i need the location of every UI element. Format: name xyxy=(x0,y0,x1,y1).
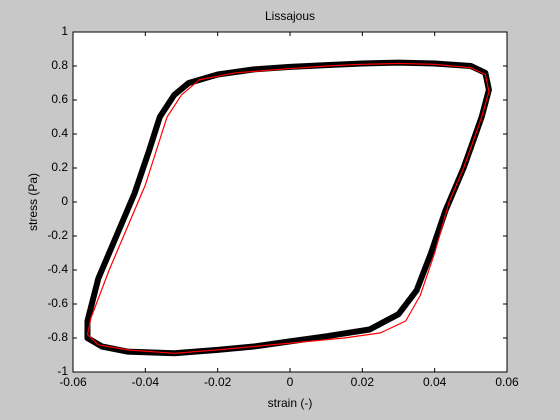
y-tick-label: 0.2 xyxy=(51,160,68,174)
y-tick-label: 0.6 xyxy=(51,92,68,106)
x-tick-label: 0.06 xyxy=(495,375,519,389)
y-tick-label: -0.2 xyxy=(47,228,68,242)
plot-area xyxy=(73,32,507,372)
x-tick-label: 0.04 xyxy=(423,375,447,389)
y-tick-label: -1 xyxy=(57,364,68,378)
x-tick-label: 0 xyxy=(287,375,294,389)
y-tick-label: 0.8 xyxy=(51,58,68,72)
x-tick-label: -0.04 xyxy=(132,375,160,389)
x-tick-label: -0.06 xyxy=(59,375,87,389)
x-tick-label: 0.02 xyxy=(351,375,375,389)
loop-line xyxy=(84,59,492,357)
y-axis-label: stress (Pa) xyxy=(26,173,40,231)
y-tick-label: 1 xyxy=(61,24,68,38)
x-axis-label: strain (-) xyxy=(268,396,313,410)
y-tick-label: -0.8 xyxy=(47,330,68,344)
y-tick-label: -0.6 xyxy=(47,296,68,310)
chart-title: Lissajous xyxy=(265,9,315,23)
y-tick-label: 0.4 xyxy=(51,126,68,140)
y-tick-label: -0.4 xyxy=(47,262,68,276)
axes-box xyxy=(72,31,508,373)
x-tick-label: -0.02 xyxy=(204,375,232,389)
y-tick-label: 0 xyxy=(61,194,68,208)
loop-line xyxy=(86,62,490,354)
